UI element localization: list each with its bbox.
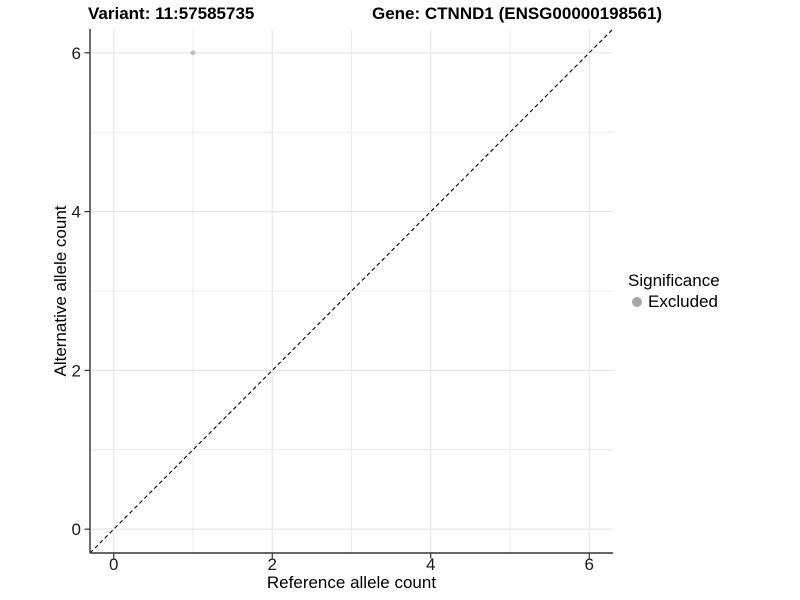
x-tick-label: 6 [584, 555, 593, 574]
legend: Significance Excluded [628, 271, 720, 312]
excluded-point-icon [632, 297, 642, 307]
x-axis-title: Reference allele count [266, 573, 437, 592]
x-tick-label: 4 [426, 555, 435, 574]
y-tick-label: 2 [72, 361, 81, 380]
legend-item-excluded: Excluded [628, 292, 720, 312]
variant-title: Variant: 11:57585735 [88, 4, 255, 23]
gene-title: Gene: CTNND1 (ENSG00000198561) [372, 4, 663, 23]
data-point [190, 50, 196, 56]
legend-title: Significance [628, 271, 720, 290]
x-tick-label: 2 [268, 555, 277, 574]
y-tick-label: 0 [72, 520, 81, 539]
y-axis-title: Alternative allele count [51, 205, 70, 377]
y-tick-label: 6 [72, 44, 81, 63]
x-tick-label: 0 [109, 555, 118, 574]
identity-reference-line [89, 28, 614, 554]
legend-item-label: Excluded [648, 292, 718, 311]
y-tick-label: 4 [72, 203, 81, 222]
